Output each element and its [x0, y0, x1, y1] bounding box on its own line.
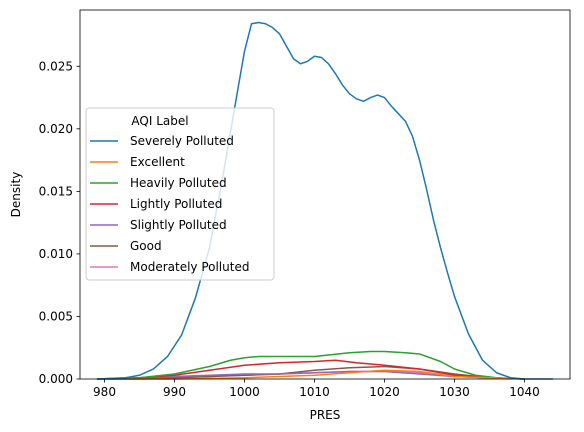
plot-frame [79, 9, 571, 380]
x-tick-label: 990 [163, 385, 186, 399]
x-tick-label: 1040 [509, 385, 540, 399]
legend-box [85, 107, 275, 281]
legend-label: Moderately Polluted [130, 260, 249, 274]
legend-entries: Severely Polluted Excellent Heavily Pollut… [90, 134, 249, 274]
legend-entry-slightly-polluted: Slightly Polluted [90, 218, 227, 232]
legend-title: AQI Label [131, 114, 188, 128]
legend-label: Excellent [130, 155, 185, 169]
legend-entry-severely-polluted: Severely Polluted [90, 134, 234, 148]
legend: AQI Label Severely Polluted Excellent Heav… [85, 107, 275, 281]
legend-label: Slightly Polluted [130, 218, 227, 232]
y-tick-label: 0.025 [39, 59, 73, 73]
legend-entry-heavily-polluted: Heavily Polluted [90, 176, 227, 190]
x-tick-label: 1030 [439, 385, 470, 399]
series-line-heavily-polluted [96, 350, 526, 380]
y-axis: 0.000 0.005 0.010 0.015 0.020 0.025 [39, 59, 80, 386]
x-tick-label: 1010 [299, 385, 330, 399]
y-tick-label: 0.000 [39, 372, 73, 386]
x-tick-label: 1000 [229, 385, 260, 399]
series-line-good [96, 365, 526, 380]
legend-entry-good: Good [90, 239, 162, 253]
x-tick-label: 980 [93, 385, 116, 399]
y-tick-label: 0.020 [39, 122, 73, 136]
x-axis: 980 990 1000 1010 1020 1030 1040 [93, 379, 540, 399]
y-tick-label: 0.010 [39, 247, 73, 261]
x-tick-label: 1020 [369, 385, 400, 399]
y-tick-label: 0.015 [39, 184, 73, 198]
x-axis-label: PRES [310, 408, 341, 422]
series-line-lightly-polluted [96, 359, 526, 380]
legend-entry-lightly-polluted: Lightly Polluted [90, 197, 222, 211]
legend-entry-excellent: Excellent [90, 155, 185, 169]
legend-label: Lightly Polluted [130, 197, 222, 211]
legend-label: Good [130, 239, 162, 253]
legend-entry-moderately-polluted: Moderately Polluted [90, 260, 249, 274]
series-line-excellent [96, 369, 526, 380]
y-axis-label: Density [9, 172, 23, 218]
y-tick-label: 0.005 [39, 309, 73, 323]
legend-label: Heavily Polluted [130, 176, 227, 190]
legend-label: Severely Polluted [130, 134, 234, 148]
